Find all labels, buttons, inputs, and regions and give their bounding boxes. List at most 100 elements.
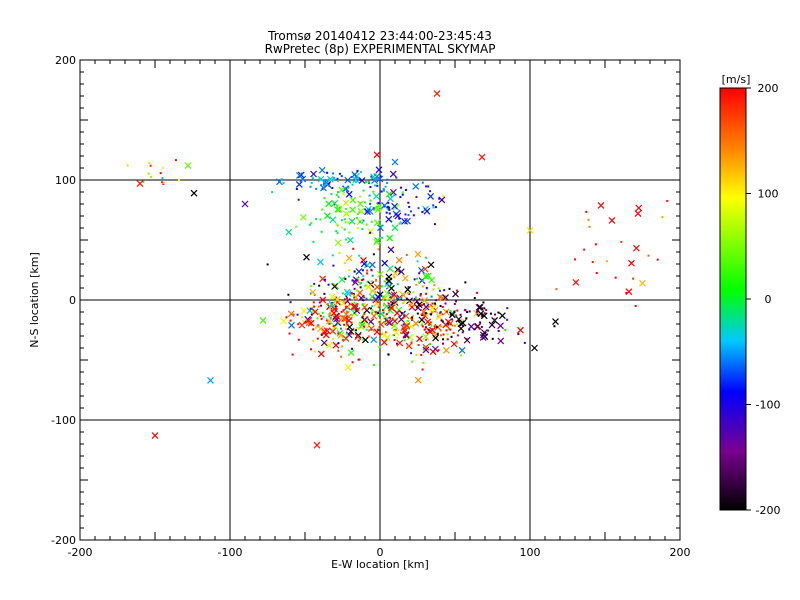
data-point bbox=[422, 346, 430, 354]
y-tick-label: -200 bbox=[51, 534, 76, 547]
data-point bbox=[364, 284, 367, 287]
data-point bbox=[387, 297, 390, 300]
data-point bbox=[393, 338, 396, 341]
data-point bbox=[363, 296, 366, 299]
data-point bbox=[310, 348, 313, 351]
data-point bbox=[352, 329, 355, 332]
data-point bbox=[381, 236, 384, 239]
data-point bbox=[405, 321, 408, 324]
data-point bbox=[427, 328, 430, 331]
data-point bbox=[410, 340, 413, 343]
data-point bbox=[328, 300, 336, 308]
data-point bbox=[555, 288, 558, 291]
data-point bbox=[437, 287, 440, 290]
data-point bbox=[371, 274, 374, 277]
data-point bbox=[355, 216, 358, 219]
data-point bbox=[363, 313, 366, 316]
data-point bbox=[334, 305, 337, 308]
data-point bbox=[361, 228, 364, 231]
data-point bbox=[403, 300, 406, 303]
data-point bbox=[340, 175, 343, 178]
y-tick-label: 0 bbox=[69, 294, 76, 307]
data-point bbox=[315, 218, 318, 221]
data-point bbox=[323, 212, 331, 220]
x-axis-label: E-W location [km] bbox=[331, 558, 429, 571]
data-point bbox=[344, 306, 347, 309]
data-point bbox=[419, 293, 422, 296]
data-point bbox=[331, 283, 339, 290]
data-point bbox=[475, 291, 478, 294]
data-point bbox=[460, 354, 463, 357]
data-point bbox=[329, 317, 332, 320]
data-point bbox=[367, 227, 375, 235]
data-point bbox=[434, 323, 442, 331]
data-point bbox=[427, 193, 435, 200]
data-point bbox=[360, 260, 368, 268]
data-point bbox=[378, 306, 381, 309]
data-point bbox=[399, 221, 402, 224]
data-point bbox=[337, 195, 340, 198]
data-point bbox=[341, 345, 344, 348]
data-point bbox=[337, 321, 340, 324]
data-point bbox=[370, 280, 373, 283]
data-point bbox=[302, 319, 305, 322]
data-point bbox=[305, 319, 313, 327]
data-point bbox=[647, 254, 650, 257]
data-point bbox=[311, 309, 314, 312]
data-point bbox=[280, 178, 283, 181]
data-point bbox=[427, 323, 430, 326]
data-point bbox=[488, 321, 496, 329]
data-point bbox=[280, 317, 288, 325]
data-point bbox=[427, 185, 430, 188]
data-point bbox=[455, 315, 463, 323]
data-point bbox=[370, 268, 373, 271]
data-point bbox=[439, 329, 442, 332]
data-point bbox=[354, 181, 357, 184]
data-point bbox=[448, 311, 456, 319]
data-point bbox=[282, 182, 285, 185]
data-point bbox=[661, 216, 664, 219]
data-point bbox=[402, 312, 410, 320]
data-point bbox=[587, 218, 590, 221]
chart-subtitle: RwPretec (8p) EXPERIMENTAL SKYMAP bbox=[265, 42, 496, 56]
data-point bbox=[439, 304, 442, 307]
data-point bbox=[391, 224, 399, 232]
data-point bbox=[353, 287, 356, 290]
data-point bbox=[287, 310, 295, 318]
data-point bbox=[417, 207, 420, 210]
data-point bbox=[473, 297, 476, 300]
data-point bbox=[446, 322, 449, 325]
data-point bbox=[408, 205, 411, 208]
data-point bbox=[394, 266, 402, 274]
data-point bbox=[342, 309, 345, 312]
data-point bbox=[391, 301, 394, 304]
data-point bbox=[368, 194, 371, 197]
data-point bbox=[656, 258, 659, 261]
data-point bbox=[375, 206, 378, 209]
data-point bbox=[489, 312, 492, 315]
data-point bbox=[440, 319, 443, 322]
data-point bbox=[355, 268, 363, 275]
data-point bbox=[380, 285, 383, 288]
data-point bbox=[431, 345, 439, 353]
data-point bbox=[313, 282, 316, 285]
data-point bbox=[354, 331, 362, 339]
data-point bbox=[383, 309, 386, 312]
data-point bbox=[331, 338, 334, 341]
data-point bbox=[388, 208, 391, 211]
data-point bbox=[287, 293, 290, 296]
data-point bbox=[465, 317, 468, 320]
data-point bbox=[386, 181, 389, 184]
data-point bbox=[464, 281, 467, 284]
data-point bbox=[411, 360, 414, 363]
data-point bbox=[356, 169, 359, 172]
data-point bbox=[632, 277, 635, 280]
data-point bbox=[455, 323, 458, 326]
data-point bbox=[360, 209, 363, 212]
data-point bbox=[307, 319, 315, 327]
data-point bbox=[372, 190, 375, 193]
data-point bbox=[355, 304, 358, 307]
data-point bbox=[385, 211, 388, 214]
data-point bbox=[322, 315, 325, 318]
data-point bbox=[395, 176, 398, 179]
